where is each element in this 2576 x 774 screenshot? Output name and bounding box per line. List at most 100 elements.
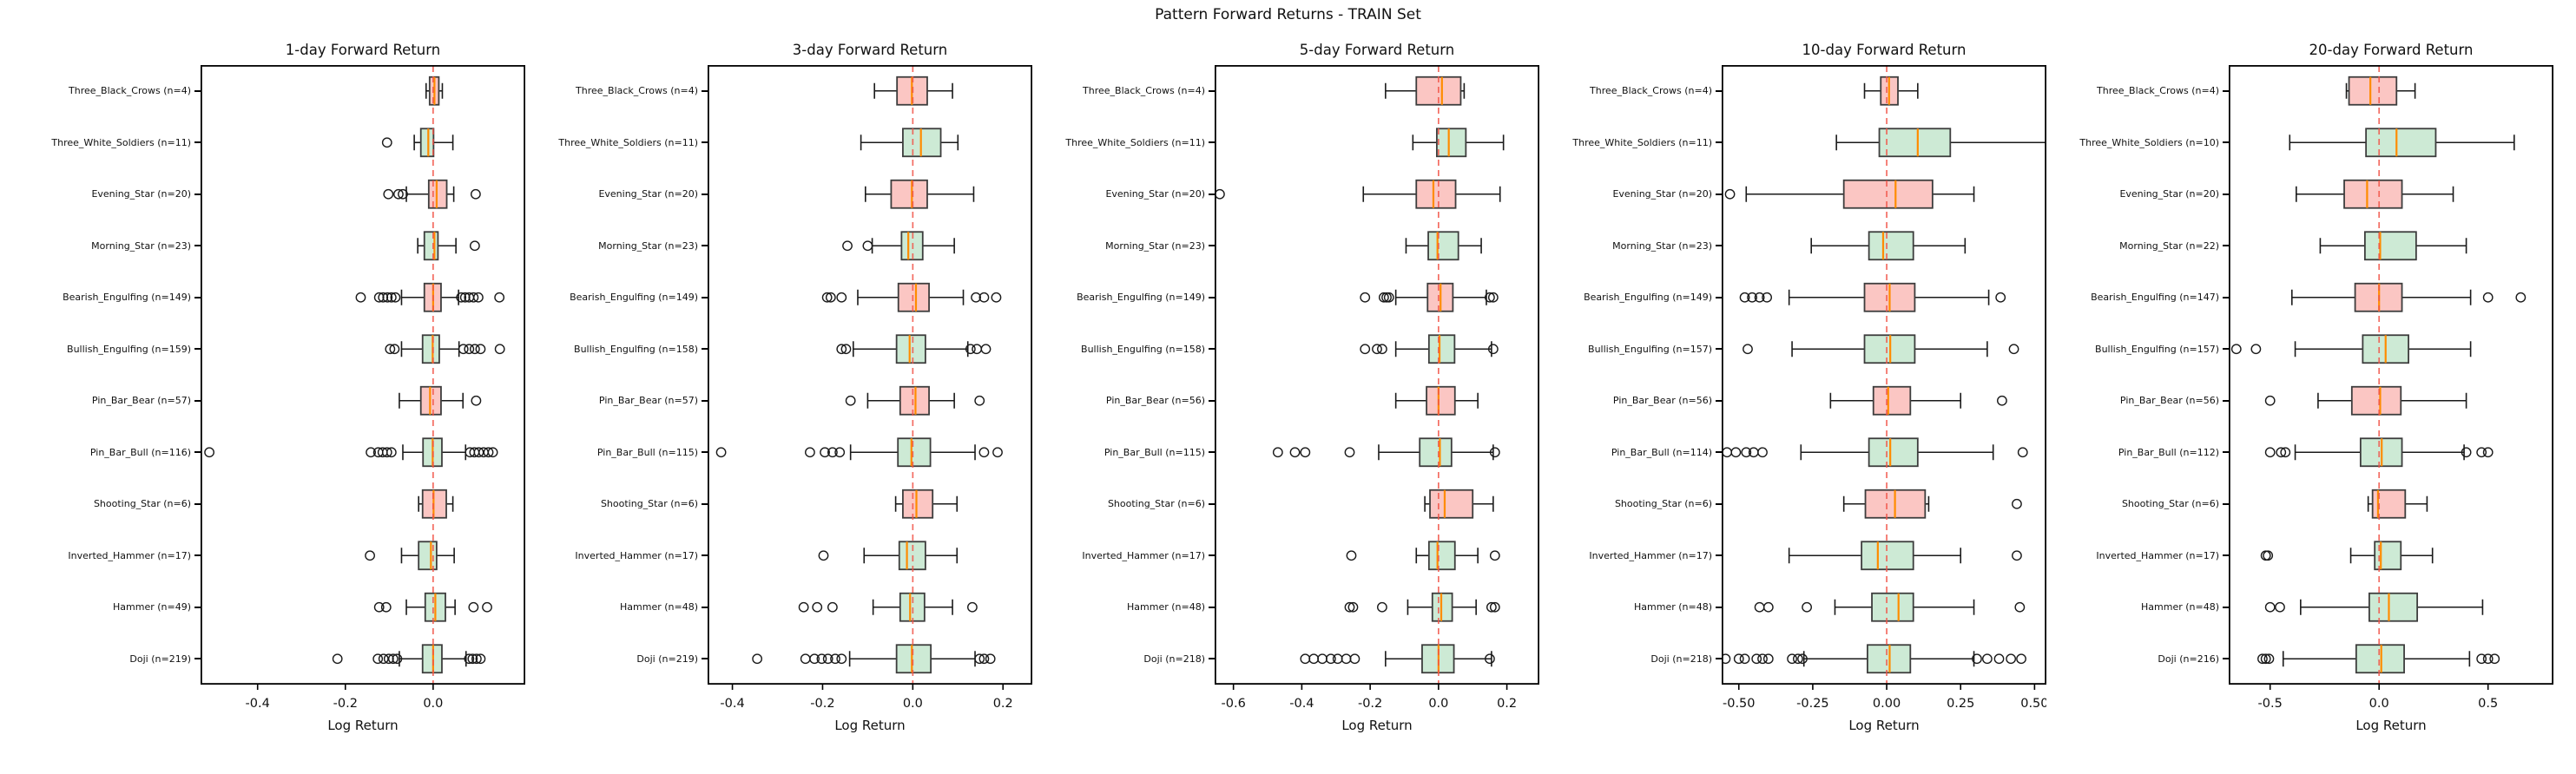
box-plot-row — [373, 592, 492, 622]
outlier-point — [1489, 550, 1500, 561]
box-plot-row — [1405, 231, 1482, 261]
iqr-box — [890, 179, 928, 209]
outlier-point — [2280, 447, 2291, 458]
panel-1-day-forward-return: 1-day Forward Return Three_Black_Crows (n… — [23, 39, 525, 733]
outlier-point — [1972, 653, 1982, 665]
row-label-cell: Bearish_Engulfing (n=149) — [530, 272, 708, 324]
outlier-point — [1797, 653, 1808, 665]
outlier-point — [1332, 653, 1343, 665]
y-tick-mark — [1716, 451, 1722, 454]
outlier-point — [487, 447, 498, 458]
box-plot-row — [1724, 179, 1975, 209]
outlier-point — [378, 292, 389, 303]
row-label-cell: Three_White_Soldiers (n=11) — [1544, 117, 1722, 169]
y-tick-mark — [702, 606, 708, 608]
outlier-point — [1308, 653, 1320, 665]
outlier-point — [836, 292, 847, 303]
row-label: Doji (n=219) — [129, 653, 191, 665]
y-tick-mark — [2223, 399, 2229, 402]
outlier-point — [818, 550, 829, 561]
box-plot-row — [798, 592, 978, 622]
outlier-point — [389, 344, 400, 355]
y-tick-mark — [1209, 554, 1215, 557]
outlier-point — [1724, 188, 1736, 200]
row-label: Pin_Bar_Bear (n=57) — [598, 395, 698, 407]
row-label-cell: Shooting_Star (n=6) — [23, 478, 201, 530]
outlier-point — [1741, 447, 1752, 458]
panel-body: Three_Black_Crows (n=4) Three_White_Soldi… — [1037, 65, 1539, 718]
row-label: Bullish_Engulfing (n=157) — [1588, 343, 1712, 355]
outlier-point — [1377, 601, 1387, 613]
box-plot-row — [417, 231, 480, 261]
x-axis-title: Log Return — [834, 718, 906, 733]
outlier-point — [1347, 601, 1359, 613]
row-label-cell: Bullish_Engulfing (n=157) — [2051, 324, 2229, 376]
y-tick-mark — [702, 296, 708, 298]
iqr-box — [427, 179, 448, 209]
y-tick-mark — [1716, 141, 1722, 144]
outlier-point — [204, 447, 215, 458]
row-label-cell: Doji (n=219) — [530, 633, 708, 685]
y-tick-mark — [1209, 502, 1215, 505]
row-label-cell: Evening_Star (n=20) — [23, 168, 201, 220]
x-tick-label: 0.5 — [2478, 697, 2498, 711]
iqr-box — [1426, 385, 1456, 416]
row-label: Evening_Star (n=20) — [1612, 188, 1712, 200]
row-label-cell: Pin_Bar_Bull (n=116) — [23, 427, 201, 479]
row-label: Bearish_Engulfing (n=149) — [1077, 292, 1205, 304]
row-label-cell: Pin_Bar_Bull (n=115) — [1037, 427, 1215, 479]
y-tick-mark — [702, 245, 708, 247]
x-axis-title: Log Return — [1848, 718, 1920, 733]
row-label-cell: Bearish_Engulfing (n=149) — [1544, 272, 1722, 324]
panels: 1-day Forward Return Three_Black_Crows (n… — [0, 39, 2576, 733]
row-label-cell: Inverted_Hammer (n=17) — [530, 530, 708, 582]
x-tick-label: -0.5 — [2258, 697, 2283, 711]
outlier-point — [1272, 447, 1283, 458]
outlier-point — [830, 653, 840, 665]
outlier-point — [1762, 653, 1774, 665]
outlier-point — [473, 447, 484, 458]
iqr-box — [1427, 541, 1456, 571]
outlier-point — [2476, 653, 2487, 665]
x-tick-label: 0.00 — [1873, 697, 1901, 711]
box-plot-row — [1385, 75, 1466, 106]
iqr-box — [1878, 128, 1952, 158]
outlier-point — [2275, 601, 2285, 613]
box-plot-row — [2257, 644, 2500, 674]
outlier-point — [464, 344, 475, 355]
box-plot-row — [715, 437, 1003, 468]
outlier-point — [1360, 344, 1371, 355]
outlier-point — [398, 188, 408, 200]
y-tick-mark — [1716, 296, 1722, 298]
row-label: Shooting_Star (n=6) — [1107, 498, 1205, 510]
y-tick-mark — [1716, 502, 1722, 505]
outlier-point — [2260, 550, 2271, 561]
row-label-cell: Morning_Star (n=23) — [1544, 220, 1722, 272]
outlier-point — [822, 653, 833, 665]
box-plot-row — [1215, 179, 1501, 209]
row-label: Bearish_Engulfing (n=149) — [63, 292, 191, 304]
outlier-point — [494, 344, 505, 355]
row-label: Three_White_Soldiers (n=11) — [1572, 136, 1712, 148]
outlier-point — [2014, 601, 2026, 613]
row-label-cell: Shooting_Star (n=6) — [2051, 478, 2229, 530]
y-tick-mark — [194, 606, 201, 608]
x-tick-label: -0.25 — [1796, 697, 1829, 711]
boxplot-canvas: -0.5 0.0 0.5 — [2229, 65, 2553, 711]
y-tick-mark — [2223, 193, 2229, 195]
outlier-point — [1344, 601, 1355, 613]
y-tick-mark — [194, 89, 201, 92]
row-label: Shooting_Star (n=6) — [93, 498, 191, 510]
iqr-box — [1419, 437, 1453, 468]
box-plot-row — [1412, 128, 1505, 158]
x-tick-label: 0.0 — [1428, 697, 1448, 711]
row-label-cell: Morning_Star (n=22) — [2051, 220, 2229, 272]
box-plot-row — [821, 282, 1002, 312]
outlier-point — [2264, 447, 2276, 458]
iqr-box — [1868, 231, 1914, 261]
row-label-cell: Three_White_Soldiers (n=11) — [23, 117, 201, 169]
box-plot-row — [204, 437, 498, 468]
row-label-cell: Hammer (n=48) — [530, 581, 708, 633]
row-label: Bearish_Engulfing (n=149) — [570, 292, 698, 304]
row-label-cell: Pin_Bar_Bear (n=56) — [2051, 375, 2229, 427]
